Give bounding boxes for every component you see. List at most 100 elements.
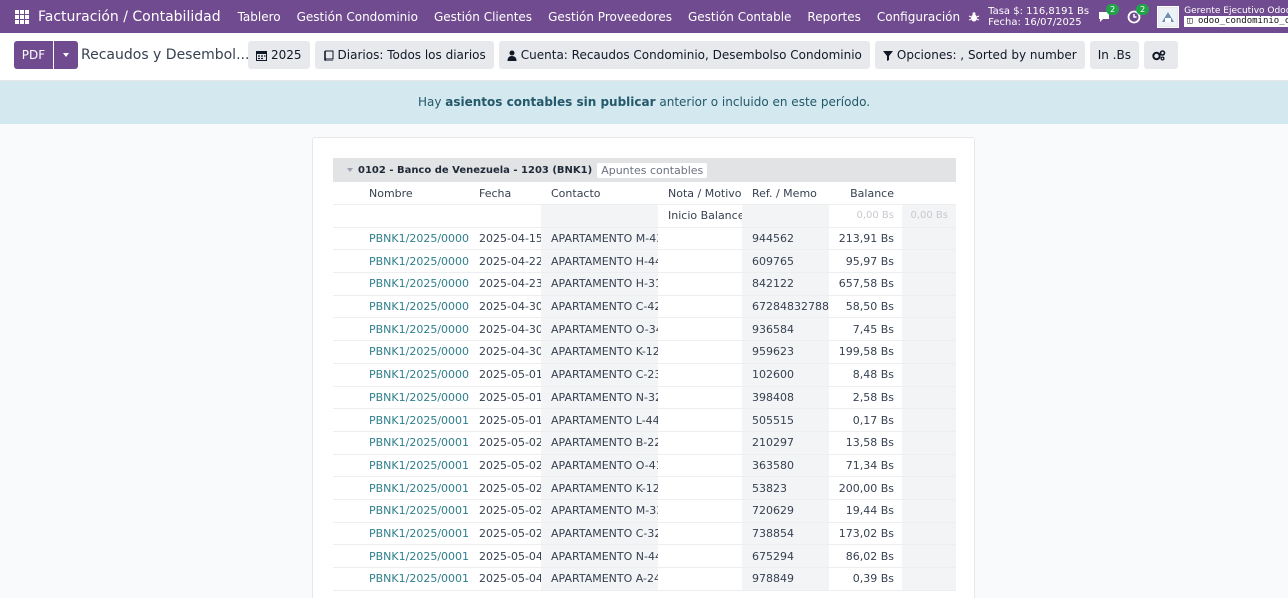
report-filters: 2025 Diarios: Todos los diarios Cuenta: …	[248, 41, 1183, 69]
entry-name-link[interactable]: PBNK1/2025/00006	[369, 322, 469, 336]
entry-note	[658, 273, 742, 295]
table-row: PBNK1/2025/00003 2025-04-22 APARTAMENTO H-…	[333, 250, 956, 274]
menu-item-reportes[interactable]: Reportes	[807, 9, 861, 24]
col-header-nombre: Nombre	[369, 186, 413, 200]
entry-name-link[interactable]: PBNK1/2025/00005	[369, 300, 469, 314]
entry-name-link[interactable]: PBNK1/2025/00008	[369, 368, 469, 382]
unposted-entries-link[interactable]: asientos contables sin publicar	[445, 95, 656, 109]
col-header-balance: Balance	[829, 182, 902, 204]
entry-balance: 58,50 Bs	[845, 300, 894, 314]
entry-date: 2025-05-02	[479, 526, 541, 540]
filter-icon	[882, 50, 893, 61]
account-group-header[interactable]: 0102 - Banco de Venezuela - 1203 (BNK1) …	[333, 158, 956, 182]
journals-filter-button[interactable]: Diarios: Todos los diarios	[314, 41, 494, 69]
entry-name-link[interactable]: PBNK1/2025/00016	[369, 549, 469, 563]
cogs-icon	[1152, 49, 1166, 61]
user-name: Gerente Ejecutivo Odoo ( Condomi...	[1184, 6, 1288, 16]
alert-prefix: Hay	[417, 95, 446, 109]
entry-ref: 978849	[742, 568, 829, 590]
currency-filter-button[interactable]: In .Bs	[1089, 41, 1139, 69]
entry-name-link[interactable]: PBNK1/2025/00017	[369, 572, 469, 586]
journal-items-button[interactable]: Apuntes contables	[597, 162, 708, 178]
entry-extra	[902, 454, 956, 477]
entry-name-link[interactable]: PBNK1/2025/00011	[369, 436, 469, 450]
col-header-fecha: Fecha	[479, 186, 512, 200]
options-filter-label: Opciones: , Sorted by number	[896, 48, 1077, 62]
entry-contact: APARTAMENTO M-43	[541, 227, 658, 250]
pdf-button[interactable]: PDF	[14, 41, 53, 69]
entry-date: 2025-05-01	[479, 413, 541, 427]
caret-down-icon[interactable]	[347, 168, 353, 172]
entry-name-link[interactable]: PBNK1/2025/00002	[369, 232, 469, 246]
entry-balance: 86,02 Bs	[845, 549, 894, 563]
entry-name-link[interactable]: PBNK1/2025/00014	[369, 504, 469, 518]
entry-ref: 738854	[742, 522, 829, 545]
account-filter-button[interactable]: Cuenta: Recaudos Condominio, Desembolso …	[498, 41, 870, 69]
column-header-row: Nombre Fecha Contacto Nota / Motivo Ref.…	[333, 182, 956, 205]
apps-grid-icon[interactable]	[15, 9, 29, 24]
entry-ref: 363580	[742, 454, 829, 477]
report-title: Recaudos y Desembol...	[81, 47, 250, 63]
entry-name-link[interactable]: PBNK1/2025/00004	[369, 277, 469, 291]
date-filter-button[interactable]: 2025	[248, 41, 310, 69]
entry-ref: 675294	[742, 545, 829, 567]
entry-balance: 0,17 Bs	[852, 413, 894, 427]
entry-balance: 657,58 Bs	[838, 277, 894, 291]
table-row: PBNK1/2025/00017 2025-05-04 APARTAMENTO A-…	[333, 568, 956, 591]
bug-icon[interactable]	[968, 11, 980, 23]
journals-filter-label: Diarios: Todos los diarios	[337, 48, 486, 62]
entry-extra	[902, 431, 956, 454]
entry-extra	[902, 250, 956, 273]
entry-contact: APARTAMENTO M-33	[541, 499, 658, 522]
avatar[interactable]	[1157, 5, 1180, 28]
entry-date: 2025-04-22	[479, 254, 541, 268]
user-menu[interactable]: Gerente Ejecutivo Odoo ( Condomi... ◫ od…	[1184, 6, 1288, 27]
entry-contact: APARTAMENTO O-34	[541, 318, 658, 341]
entry-ref: 505515	[742, 409, 829, 431]
entry-note	[658, 296, 742, 318]
entry-ref: 959623	[742, 341, 829, 363]
entry-name-link[interactable]: PBNK1/2025/00013	[369, 481, 469, 495]
entry-note	[658, 341, 742, 363]
exchange-rate-info: Tasa $: 116,8191 Bs Fecha: 16/07/2025	[988, 6, 1089, 28]
entry-ref: 210297	[742, 431, 829, 454]
activities-button[interactable]: 2	[1127, 3, 1150, 25]
unposted-entries-alert: Hay asientos contables sin publicar ante…	[0, 81, 1288, 124]
col-header-ref: Ref. / Memo	[752, 186, 817, 200]
menu-item-gestion-proveedores[interactable]: Gestión Proveedores	[548, 9, 672, 24]
entry-ref: 842122	[742, 273, 829, 295]
entry-name-link[interactable]: PBNK1/2025/00010	[369, 413, 469, 427]
menu-item-gestion-contable[interactable]: Gestión Contable	[687, 9, 792, 24]
entry-contact: APARTAMENTO C-42	[541, 295, 658, 318]
report-sheet: 0102 - Banco de Venezuela - 1203 (BNK1) …	[312, 137, 975, 598]
entry-date: 2025-05-01	[479, 368, 541, 382]
navbar-systray: Tasa $: 116,8191 Bs Fecha: 16/07/2025 2 …	[968, 0, 1288, 33]
messages-button[interactable]: 2	[1097, 3, 1120, 25]
settings-button[interactable]	[1143, 41, 1178, 69]
entry-name-link[interactable]: PBNK1/2025/00015	[369, 526, 469, 540]
entry-note	[658, 318, 742, 340]
pdf-dropdown-toggle[interactable]	[54, 41, 78, 69]
entry-extra	[902, 522, 956, 545]
entry-name-link[interactable]: PBNK1/2025/00003	[369, 254, 469, 268]
menu-item-configuracion[interactable]: Configuración	[876, 9, 961, 24]
entry-balance: 95,97 Bs	[845, 254, 894, 268]
entry-date: 2025-04-23	[479, 277, 541, 291]
entry-extra	[902, 499, 956, 522]
entry-extra	[902, 568, 956, 590]
entry-name-link[interactable]: PBNK1/2025/00007	[369, 345, 469, 359]
app-brand[interactable]: Facturación / Contabilidad	[38, 8, 221, 25]
menu-item-gestion-condominio[interactable]: Gestión Condominio	[296, 9, 418, 24]
entry-note	[658, 228, 742, 250]
col-header-contacto: Contacto	[551, 186, 601, 200]
options-filter-button[interactable]: Opciones: , Sorted by number	[874, 41, 1085, 69]
entry-contact: APARTAMENTO K-12	[541, 341, 658, 363]
entry-extra	[902, 273, 956, 295]
table-row: PBNK1/2025/00014 2025-05-02 APARTAMENTO M-…	[333, 499, 956, 523]
entry-name-link[interactable]: PBNK1/2025/00009	[369, 390, 469, 404]
entry-extra	[902, 341, 956, 363]
entry-note	[658, 387, 742, 409]
entry-name-link[interactable]: PBNK1/2025/00012	[369, 458, 469, 472]
menu-item-tablero[interactable]: Tablero	[237, 9, 281, 24]
menu-item-gestion-clientes[interactable]: Gestión Clientes	[433, 9, 533, 24]
